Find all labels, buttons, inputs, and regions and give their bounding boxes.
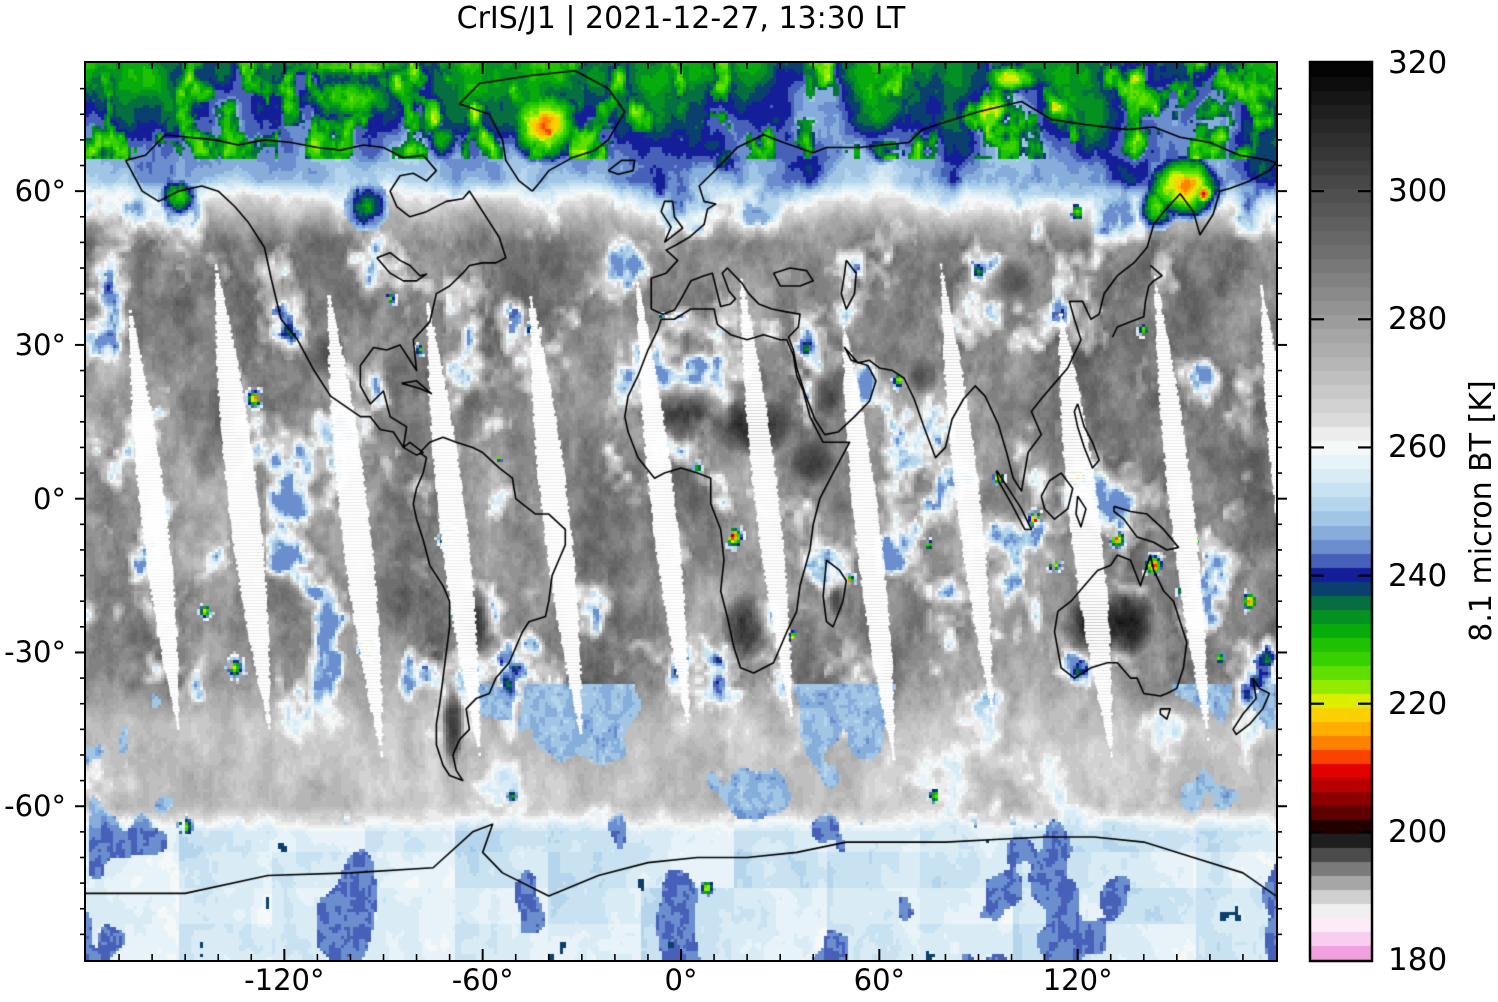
x-tick-label: -60°: [451, 963, 514, 997]
colorbar-tick-label: 280: [1388, 301, 1448, 338]
colorbar-tick-label: 180: [1388, 942, 1448, 978]
world-bt-map: [86, 63, 1276, 960]
colorbar-unit-label: 8.1 micron BT [K]: [1464, 380, 1498, 642]
colorbar-border: [1308, 60, 1374, 963]
colorbar-tick-label: 300: [1388, 173, 1448, 210]
colorbar-gradient: [1311, 63, 1371, 960]
colorbar-ticks: [1311, 190, 1371, 833]
x-tick-label: -120°: [244, 963, 325, 997]
y-tick-label: 0°: [33, 481, 66, 516]
y-tick-label: 60°: [14, 174, 66, 209]
map-ticks: [75, 63, 1287, 960]
y-tick-label: -60°: [4, 789, 66, 824]
y-tick-label: 30°: [14, 327, 66, 362]
colorbar-tick-label: 260: [1388, 429, 1448, 466]
colorbar-tick-label: 200: [1388, 813, 1448, 850]
x-tick-label: 60°: [853, 963, 906, 997]
y-tick-label: -30°: [4, 635, 66, 670]
colorbar-tick-label: 240: [1388, 557, 1448, 594]
colorbar-tick-label: 320: [1388, 45, 1448, 81]
map-border: [84, 61, 1278, 962]
x-tick-label: 0°: [664, 963, 698, 997]
colorbar-tick-label: 220: [1388, 685, 1448, 722]
page-title: CrIS/J1 | 2021-12-27, 13:30 LT: [456, 1, 906, 36]
x-tick-label: 120°: [1042, 963, 1113, 997]
